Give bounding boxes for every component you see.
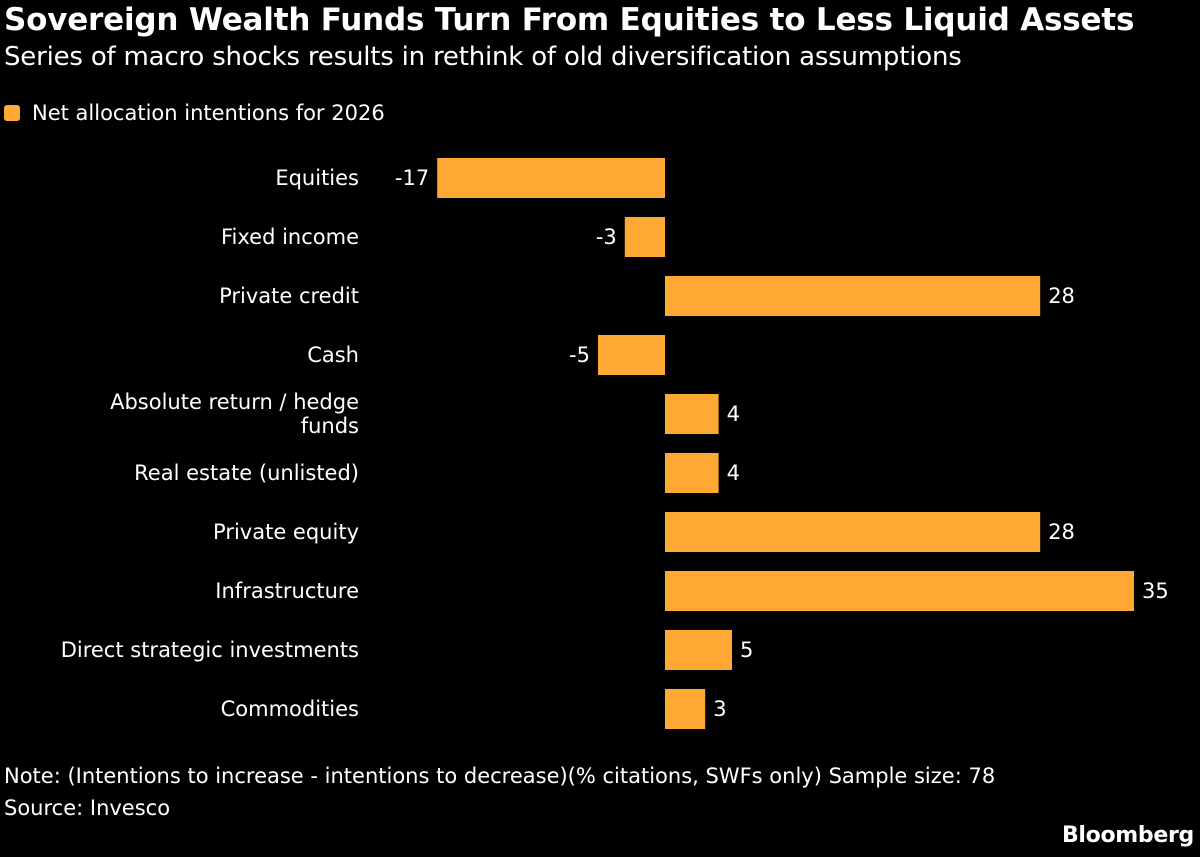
bar xyxy=(665,394,719,434)
value-label: 5 xyxy=(740,638,753,662)
value-label: -3 xyxy=(596,225,617,249)
category-label: Commodities xyxy=(221,697,359,721)
bloomberg-logo: Bloomberg xyxy=(1061,823,1194,848)
chart-title: Sovereign Wealth Funds Turn From Equitie… xyxy=(4,2,1135,38)
bar xyxy=(665,571,1134,611)
value-label: 3 xyxy=(713,697,726,721)
value-label: 28 xyxy=(1048,520,1075,544)
legend: Net allocation intentions for 2026 xyxy=(4,99,385,127)
category-label: Equities xyxy=(275,166,359,190)
category-label: Absolute return / hedge funds xyxy=(110,390,359,438)
legend-label: Net allocation intentions for 2026 xyxy=(32,101,385,125)
category-label: Private credit xyxy=(219,284,359,308)
category-label: Private equity xyxy=(213,520,359,544)
value-label: 28 xyxy=(1048,284,1075,308)
bar xyxy=(665,276,1041,316)
category-label: Real estate (unlisted) xyxy=(134,461,359,485)
category-label: Cash xyxy=(307,343,359,367)
legend-swatch xyxy=(4,105,20,121)
bar xyxy=(437,158,665,198)
bar xyxy=(665,630,732,670)
chart-source: Source: Invesco xyxy=(4,796,171,820)
bar xyxy=(665,689,706,729)
value-label: -17 xyxy=(395,166,429,190)
category-label: Direct strategic investments xyxy=(61,638,359,662)
bar xyxy=(624,217,665,257)
category-label: Fixed income xyxy=(221,225,359,249)
value-label: 4 xyxy=(727,461,740,485)
chart-subtitle: Series of macro shocks results in rethin… xyxy=(4,42,962,72)
bar xyxy=(665,512,1041,552)
value-label: -5 xyxy=(569,343,590,367)
value-label: 4 xyxy=(727,402,740,426)
bar xyxy=(665,453,719,493)
value-label: 35 xyxy=(1142,579,1169,603)
chart-note: Note: (Intentions to increase - intentio… xyxy=(4,764,996,788)
category-label: Infrastructure xyxy=(215,579,359,603)
bar xyxy=(598,335,665,375)
